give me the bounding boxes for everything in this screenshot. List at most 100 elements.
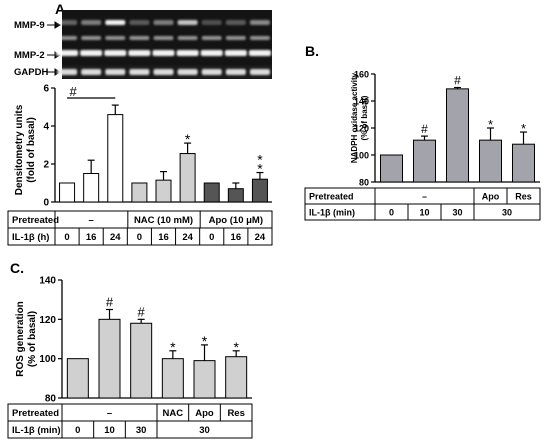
blot-label-gapdh: GAPDH [14,67,48,78]
y-tick-label: 0 [43,198,49,209]
gapdh-band [177,69,198,75]
panel-c-plot: 80 100 120 140 # # * * * [39,276,252,405]
bar [98,318,121,399]
bar [107,114,124,203]
table-time-value: 0 [389,208,394,218]
gapdh-band [249,69,270,75]
table-pretreatment: NAC (10 mM) [134,215,193,226]
bar [155,179,172,203]
significance-star: * [257,152,263,168]
mmp9-band [249,20,270,25]
table-time-value: 30 [199,425,210,436]
bar [130,322,153,399]
significance-hash: # [106,295,114,310]
bar [479,139,502,183]
mmp2-band [56,50,79,56]
significance-star: * [521,121,526,136]
table-time-value: 24 [255,232,266,243]
table-time-value: 24 [110,232,121,243]
gapdh-band [153,69,174,75]
significance-star: * [202,333,208,349]
panel-b-table: Pretreated IL-1β (min) – Apo Res 0 10 30 30 [304,187,541,221]
bar [446,88,469,183]
table-row1-label: Pretreated [309,192,354,202]
panel-a-ylabel2: (fold of basal) [26,117,37,183]
zymography-bands [56,20,271,56]
gapdh-band [81,69,102,75]
bar [225,356,248,399]
bar [512,143,535,183]
panel-a: A. MMP-9 MMP-2 GAPDH Densitometry units … [7,1,273,246]
smear-band [57,36,78,40]
mmp9-band [105,20,126,25]
mmp2-band [224,50,247,56]
gapdh-band [129,69,150,75]
table-time-value: 0 [75,425,80,436]
y-tick-label: 120 [354,124,369,134]
table-pretreatment: Apo (10 μM) [209,215,263,226]
mmp9-band [153,20,174,25]
blot-label-mmp2: MMP-2 [14,50,45,61]
bar [227,188,244,203]
table-row2-label: IL-1β (h) [12,232,49,243]
panel-c-letter: C. [10,260,24,276]
smear-band [225,36,246,40]
mmp2-band [200,50,223,56]
blot-label-mmp9: MMP-9 [14,20,45,31]
significance-star: * [233,339,239,355]
panel-c-table: Pretreated IL-1β (min) – NAC Apo Res 0 10 30 30 [7,403,253,439]
smear-band [177,36,198,40]
significance-star: * [185,131,191,147]
panel-b-letter: B. [305,43,319,59]
smear-band [201,36,222,40]
significance-hash: # [421,122,428,136]
table-time-value: 10 [104,425,115,436]
mmp2-band [128,50,151,56]
mmp2-band [152,50,175,56]
y-tick-label: 100 [39,354,56,365]
blot-arrows [47,21,61,76]
table-pretreatment: – [107,408,112,419]
y-tick-label: 4 [43,122,49,133]
mmp9-band [225,20,246,25]
bar [380,154,403,183]
panel-b-ylabel2: (% of basal) [360,95,369,140]
bar [193,360,216,399]
smear-band [129,36,150,40]
gapdh-bands [57,69,270,75]
smear-band [105,36,126,40]
table-time-value: 16 [231,232,242,243]
bar [179,153,196,203]
panel-b-ylabel: NADPH oxidase activity [350,72,359,163]
smear-band [249,36,270,40]
y-tick-label: 160 [354,70,369,80]
significance-hash: # [454,74,461,88]
mmp9-band [201,20,222,25]
smear-band [81,36,102,40]
bar [66,358,89,399]
table-time-value: 16 [158,232,169,243]
mmp2-band [176,50,199,56]
mmp9-band [129,20,150,25]
table-time-value: 10 [419,208,429,218]
mmp9-band [81,20,102,25]
panel-c-ylabel: ROS generation [15,301,26,377]
table-pretreatment: Apo [195,408,214,419]
significance-hash: # [138,304,146,319]
gapdh-band [201,69,222,75]
bar [413,139,436,183]
panel-b-plot: 80 100 120 140 160 # # * * [354,70,540,188]
table-row1-label: Pretreated [12,408,59,419]
y-tick-label: 140 [39,276,56,287]
mmp2-band [104,50,127,56]
mmp2-band [80,50,103,56]
panel-c: C. ROS generation (% of basal) 801001201… [7,260,253,439]
gapdh-band [105,69,126,75]
table-time-value: 0 [64,232,69,243]
bar [203,182,220,203]
gapdh-band [57,69,78,75]
y-tick-label: 140 [354,97,369,107]
bar [131,182,148,203]
mmp9-band [57,20,78,25]
